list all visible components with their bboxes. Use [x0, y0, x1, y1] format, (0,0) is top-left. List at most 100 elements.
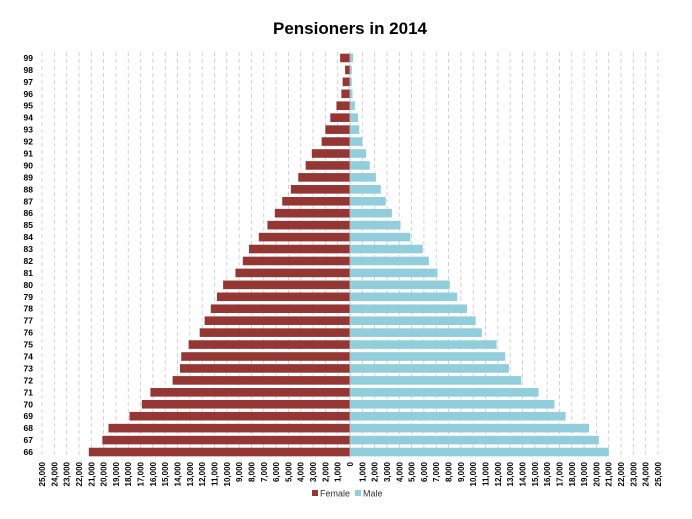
- bar-male-age-79: [350, 292, 458, 302]
- bar-male-age-74: [350, 352, 506, 361]
- bar-female-age-78: [210, 304, 350, 314]
- bar-female-age-81: [235, 268, 350, 278]
- bar-female-age-73: [179, 364, 350, 373]
- bar-male-age-72: [350, 376, 522, 385]
- bar-female-age-83: [248, 244, 350, 254]
- x-tick-label: 23,000: [629, 461, 638, 486]
- x-tick-label: 17,000: [137, 461, 146, 486]
- age-label-79: 79: [24, 292, 34, 302]
- age-label-74: 74: [24, 352, 34, 362]
- x-tick-label: 8,000: [445, 461, 454, 482]
- x-tick-label: 5,000: [408, 461, 417, 482]
- x-tick-label: 9,000: [457, 461, 466, 482]
- chart-title: Pensioners in 2014: [273, 19, 428, 38]
- x-tick-label: 3,000: [383, 461, 392, 482]
- age-label-68: 68: [24, 423, 34, 433]
- bar-female-age-94: [330, 113, 350, 122]
- bar-female-age-91: [311, 149, 350, 158]
- x-tick-label: 13,000: [506, 461, 515, 486]
- x-tick-label: 10,000: [223, 461, 232, 486]
- age-label-97: 97: [24, 77, 34, 87]
- x-tick-label: 12,000: [494, 461, 503, 486]
- age-label-88: 88: [24, 184, 34, 194]
- age-label-73: 73: [24, 363, 34, 373]
- x-tick-label: 22,000: [75, 461, 84, 486]
- x-axis-tick-labels: 25,000 24,000 23,000 22,000 21,000 20,000 19,0…: [38, 461, 663, 486]
- bar-female-age-70: [141, 399, 350, 409]
- bar-male-age-67: [350, 435, 599, 445]
- x-tick-label: 5,000: [284, 461, 293, 482]
- bar-female-age-74: [181, 352, 350, 361]
- x-tick-label: 11,000: [210, 461, 219, 486]
- bar-female-age-92: [321, 137, 350, 146]
- bar-female-age-84: [258, 232, 350, 242]
- bar-male-age-88: [350, 185, 381, 194]
- bar-male-age-80: [350, 280, 450, 290]
- x-tick-label: 20,000: [592, 461, 601, 486]
- x-tick-label: 24,000: [50, 461, 59, 486]
- x-tick-label: 25,000: [38, 461, 47, 486]
- x-tick-label: 16,000: [543, 461, 552, 486]
- age-label-78: 78: [24, 304, 34, 314]
- x-tick-label: 9,000: [235, 461, 244, 482]
- bar-female-age-69: [129, 411, 350, 421]
- bar-male-age-70: [350, 399, 555, 409]
- bar-male-age-96: [350, 89, 353, 99]
- bar-female-age-87: [282, 196, 350, 206]
- age-label-84: 84: [24, 232, 34, 242]
- bar-female-age-95: [336, 101, 350, 111]
- x-tick-label: 13,000: [186, 461, 195, 486]
- x-tick-label: 23,000: [63, 461, 72, 486]
- x-tick-label: 18,000: [124, 461, 133, 486]
- bar-male-age-91: [350, 149, 367, 158]
- bar-female-age-89: [298, 173, 350, 182]
- bar-female-age-77: [204, 316, 350, 325]
- x-tick-label: 12,000: [198, 461, 207, 486]
- age-label-86: 86: [24, 208, 34, 218]
- x-tick-label: 4,000: [395, 461, 404, 482]
- x-tick-label: 7,000: [432, 461, 441, 482]
- x-tick-label: 25,000: [654, 461, 663, 486]
- bar-female-age-66: [88, 447, 350, 457]
- bar-female-age-86: [274, 208, 350, 218]
- age-label-82: 82: [24, 256, 34, 266]
- bar-male-age-71: [350, 388, 539, 397]
- age-label-67: 67: [24, 435, 34, 445]
- x-tick-label: 15,000: [161, 461, 170, 486]
- legend-swatch-male: [355, 490, 361, 496]
- x-tick-label: 0: [346, 461, 355, 466]
- bar-male-age-69: [350, 411, 566, 421]
- age-label-83: 83: [24, 244, 34, 254]
- bar-male-age-76: [350, 328, 482, 337]
- x-tick-label: 14,000: [518, 461, 527, 486]
- bar-female-age-97: [342, 77, 350, 87]
- legend-swatch-female: [312, 490, 318, 496]
- x-tick-label: 19,000: [112, 461, 121, 486]
- bar-male-age-77: [350, 316, 476, 325]
- bar-male-age-98: [350, 65, 352, 75]
- x-tick-label: 22,000: [617, 461, 626, 486]
- bar-male-age-83: [350, 244, 423, 254]
- bar-male-age-68: [350, 423, 590, 433]
- x-tick-label: 17,000: [555, 461, 564, 486]
- bar-female-age-85: [267, 220, 350, 230]
- bars: [88, 52, 609, 458]
- x-tick-label: 11,000: [482, 461, 491, 486]
- age-label-81: 81: [24, 268, 34, 278]
- bar-female-age-72: [172, 376, 350, 385]
- bar-male-age-97: [350, 77, 352, 87]
- x-tick-label: 7,000: [260, 461, 269, 482]
- bar-male-age-93: [350, 125, 360, 134]
- bar-female-age-75: [188, 340, 350, 349]
- age-label-95: 95: [24, 101, 34, 111]
- bar-male-age-66: [350, 447, 609, 457]
- bar-male-age-99: [350, 53, 354, 63]
- x-tick-label: 6,000: [420, 461, 429, 482]
- age-label-72: 72: [24, 375, 34, 385]
- x-tick-label: 24,000: [642, 461, 651, 486]
- bar-male-age-89: [350, 173, 376, 182]
- age-label-91: 91: [24, 149, 34, 159]
- bar-female-age-96: [341, 89, 350, 99]
- bar-female-age-82: [242, 256, 350, 266]
- bar-male-age-94: [350, 113, 359, 122]
